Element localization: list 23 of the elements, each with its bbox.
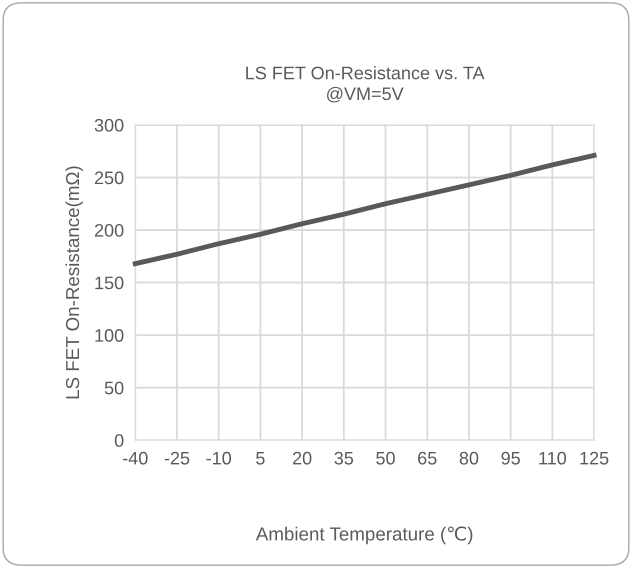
y-tick-label: 150 — [95, 276, 124, 290]
y-tick-label: 200 — [94, 224, 124, 237]
x-axis-title: Ambient Temperature (℃) — [256, 526, 472, 544]
x-tick-label: -25 — [164, 452, 190, 465]
x-tick-label: 80 — [460, 452, 478, 465]
x-tick-label: -40 — [123, 452, 148, 465]
x-tick-label: 110 — [539, 452, 566, 465]
y-tick-label: 100 — [95, 329, 124, 342]
x-tick-label: -10 — [206, 452, 232, 465]
x-tick-label: 125 — [580, 452, 608, 465]
x-tick-label: 95 — [501, 452, 520, 465]
x-tick-label: 20 — [292, 452, 312, 465]
y-tick-label: 250 — [94, 171, 124, 184]
x-tick-label: 50 — [376, 452, 395, 465]
x-tick-label: 35 — [334, 452, 354, 465]
x-tick-label: 65 — [418, 452, 437, 465]
x-tick-label: 5 — [256, 452, 265, 465]
y-axis-title: LS FET On-Resistance(mΩ) — [65, 166, 83, 398]
line-series — [132, 153, 597, 266]
y-tick-label: 50 — [104, 382, 124, 394]
y-tick-label: 0 — [114, 434, 124, 447]
chart-title: LS FET On-Resistance vs. TA @VM=5V — [246, 66, 485, 102]
y-tick-label: 300 — [94, 118, 124, 132]
